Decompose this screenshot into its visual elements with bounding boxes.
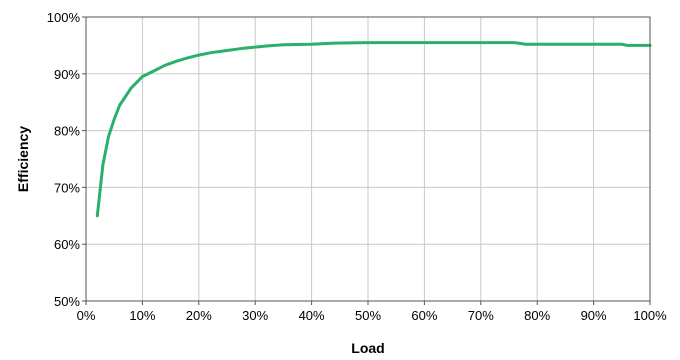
x-tick-labels: 0% 10% 20% 30% 40% 50% 60% 70% 80% 90% 100%: [77, 308, 667, 323]
x-tick-label: 90%: [581, 308, 607, 323]
x-tick-label: 50%: [355, 308, 381, 323]
x-tick-label: 100%: [633, 308, 667, 323]
y-tick-label: 100%: [47, 10, 81, 25]
x-axis-title: Load: [351, 340, 384, 356]
y-tick-label: 90%: [54, 67, 80, 82]
y-axis-title: Efficiency: [15, 126, 31, 192]
x-tick-label: 0%: [77, 308, 96, 323]
x-tick-label: 70%: [468, 308, 494, 323]
y-tick-labels: 50% 60% 70% 80% 90% 100%: [47, 10, 81, 309]
x-tick-label: 60%: [411, 308, 437, 323]
efficiency-series-line: [95, 41, 652, 218]
x-tick-label: 80%: [524, 308, 550, 323]
y-tick-label: 70%: [54, 180, 80, 195]
grid-lines: [86, 17, 650, 301]
y-tick-label: 50%: [54, 294, 80, 309]
x-tick-label: 20%: [186, 308, 212, 323]
plot-frame: [82, 16, 651, 305]
x-tick-label: 40%: [299, 308, 325, 323]
y-tick-label: 80%: [54, 124, 80, 139]
x-tick-label: 30%: [242, 308, 268, 323]
y-tick-label: 60%: [54, 237, 80, 252]
x-tick-label: 10%: [129, 308, 155, 323]
series-lines: [95, 41, 652, 218]
